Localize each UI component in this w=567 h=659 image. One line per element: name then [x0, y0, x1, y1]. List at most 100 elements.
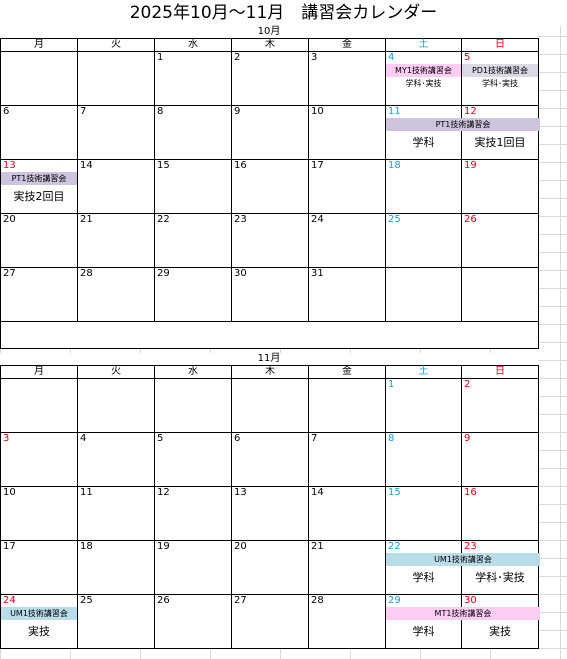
day-number: 18 [388, 160, 401, 171]
day-cell[interactable] [154, 378, 232, 433]
day-cell[interactable]: 10 [0, 486, 78, 541]
event-band[interactable]: PD1技術講習会 [462, 64, 538, 77]
weekday-tue: 火 [77, 365, 155, 379]
day-cell[interactable] [231, 378, 309, 433]
day-cell[interactable]: 12 実技1回目 [461, 105, 539, 160]
day-cell[interactable]: 26 [461, 213, 539, 268]
calendar-title: 2025年10月～11月 講習会カレンダー [0, 0, 567, 26]
day-cell[interactable]: 2 [461, 378, 539, 433]
day-cell[interactable]: 30 実技 [461, 594, 539, 649]
day-number: 30 [234, 268, 247, 279]
day-cell[interactable]: 6 [231, 432, 309, 487]
day-cell[interactable]: 12 [154, 486, 232, 541]
day-cell[interactable]: 8 [154, 105, 232, 160]
day-number: 3 [311, 52, 318, 63]
day-cell[interactable]: 25 [385, 213, 462, 268]
day-cell[interactable]: 19 [461, 159, 539, 214]
day-cell[interactable]: 21 [77, 213, 155, 268]
day-cell[interactable]: 27 [231, 594, 309, 649]
week-row: 17 18 19 20 21 22 UM1技術講習会 学科 23 学科･実技 [0, 540, 540, 595]
day-cell[interactable]: 11 [77, 486, 155, 541]
day-cell[interactable]: 2 [231, 51, 309, 106]
day-cell[interactable] [77, 378, 155, 433]
week-row: 13 PT1技術講習会 実技2回目 14 15 16 17 18 19 [0, 159, 539, 214]
day-cell[interactable]: 16 [461, 486, 539, 541]
event-band[interactable]: MY1技術講習会 [386, 64, 461, 77]
day-cell[interactable]: 5 PD1技術講習会 学科･実技 [461, 51, 539, 106]
october-month-label: 10月 [257, 26, 281, 37]
day-cell[interactable]: 14 [77, 159, 155, 214]
event-band[interactable]: UM1技術講習会 [1, 607, 77, 620]
day-cell[interactable]: 21 [308, 540, 386, 595]
day-cell[interactable]: 23 [231, 213, 309, 268]
day-cell[interactable]: 3 [308, 51, 386, 106]
day-cell[interactable]: 11 PT1技術講習会 学科 [385, 105, 540, 160]
day-number: 2 [234, 52, 241, 63]
day-cell[interactable]: 18 [385, 159, 462, 214]
day-cell[interactable]: 19 [154, 540, 232, 595]
day-cell[interactable] [77, 51, 155, 106]
day-cell[interactable]: 18 [77, 540, 155, 595]
day-cell[interactable]: 16 [231, 159, 309, 214]
weekday-mon: 月 [0, 38, 78, 52]
day-cell[interactable]: 22 [154, 213, 232, 268]
day-cell[interactable]: 1 [385, 378, 462, 433]
day-cell[interactable]: 29 MT1技術講習会 学科 [385, 594, 540, 649]
day-number: 23 [464, 541, 477, 552]
day-number: 23 [234, 214, 247, 225]
day-cell[interactable] [385, 267, 462, 322]
event-band[interactable]: PT1技術講習会 [1, 172, 77, 185]
day-cell[interactable]: 24 UM1技術講習会 実技 [0, 594, 78, 649]
day-cell[interactable]: 31 [308, 267, 386, 322]
day-number: 13 [3, 160, 16, 171]
day-cell[interactable]: 17 [308, 159, 386, 214]
day-cell[interactable]: 24 [308, 213, 386, 268]
day-cell[interactable]: 7 [77, 105, 155, 160]
day-cell[interactable]: 20 [231, 540, 309, 595]
day-cell[interactable]: 10 [308, 105, 386, 160]
day-cell[interactable]: 28 [77, 267, 155, 322]
day-number: 5 [157, 433, 164, 444]
day-cell[interactable]: 13 PT1技術講習会 実技2回目 [0, 159, 78, 214]
event-band[interactable]: UM1技術講習会 [386, 553, 540, 566]
day-cell[interactable] [461, 267, 539, 322]
day-cell[interactable]: 27 [0, 267, 78, 322]
day-cell[interactable]: 20 [0, 213, 78, 268]
week-row: 20 21 22 23 24 25 26 [0, 213, 539, 268]
day-cell[interactable]: 9 [461, 432, 539, 487]
day-cell[interactable] [0, 378, 78, 433]
october-calendar: 10月 月 火 水 木 金 土 日 1 2 3 4 MY1技術講習会 学科･実技… [0, 26, 540, 349]
day-number: 18 [80, 541, 93, 552]
day-cell[interactable]: 25 [77, 594, 155, 649]
day-cell[interactable]: 8 [385, 432, 462, 487]
day-cell[interactable]: 4 MY1技術講習会 学科･実技 [385, 51, 462, 106]
day-cell[interactable]: 15 [385, 486, 462, 541]
day-cell[interactable]: 22 UM1技術講習会 学科 [385, 540, 540, 595]
day-cell[interactable]: 29 [154, 267, 232, 322]
event-band[interactable]: MT1技術講習会 [386, 607, 540, 620]
day-number: 29 [157, 268, 170, 279]
day-cell[interactable]: 6 [0, 105, 78, 160]
day-cell[interactable]: 1 [154, 51, 232, 106]
event-detail: 学科･実技 [482, 79, 518, 88]
day-cell[interactable] [0, 51, 78, 106]
event-band[interactable]: PT1技術講習会 [386, 118, 540, 131]
day-cell[interactable]: 5 [154, 432, 232, 487]
day-cell[interactable]: 30 [231, 267, 309, 322]
day-cell[interactable]: 28 [308, 594, 386, 649]
day-cell[interactable]: 9 [231, 105, 309, 160]
day-cell[interactable]: 13 [231, 486, 309, 541]
day-number: 25 [80, 595, 93, 606]
day-cell[interactable]: 3 [0, 432, 78, 487]
day-cell[interactable]: 14 [308, 486, 386, 541]
day-cell[interactable] [308, 378, 386, 433]
day-number: 28 [80, 268, 93, 279]
day-cell[interactable]: 15 [154, 159, 232, 214]
day-cell[interactable]: 23 学科･実技 [461, 540, 539, 595]
weekday-fri: 金 [308, 38, 386, 52]
day-number: 30 [464, 595, 477, 606]
day-cell[interactable]: 17 [0, 540, 78, 595]
day-cell[interactable]: 4 [77, 432, 155, 487]
day-cell[interactable]: 26 [154, 594, 232, 649]
day-cell[interactable]: 7 [308, 432, 386, 487]
